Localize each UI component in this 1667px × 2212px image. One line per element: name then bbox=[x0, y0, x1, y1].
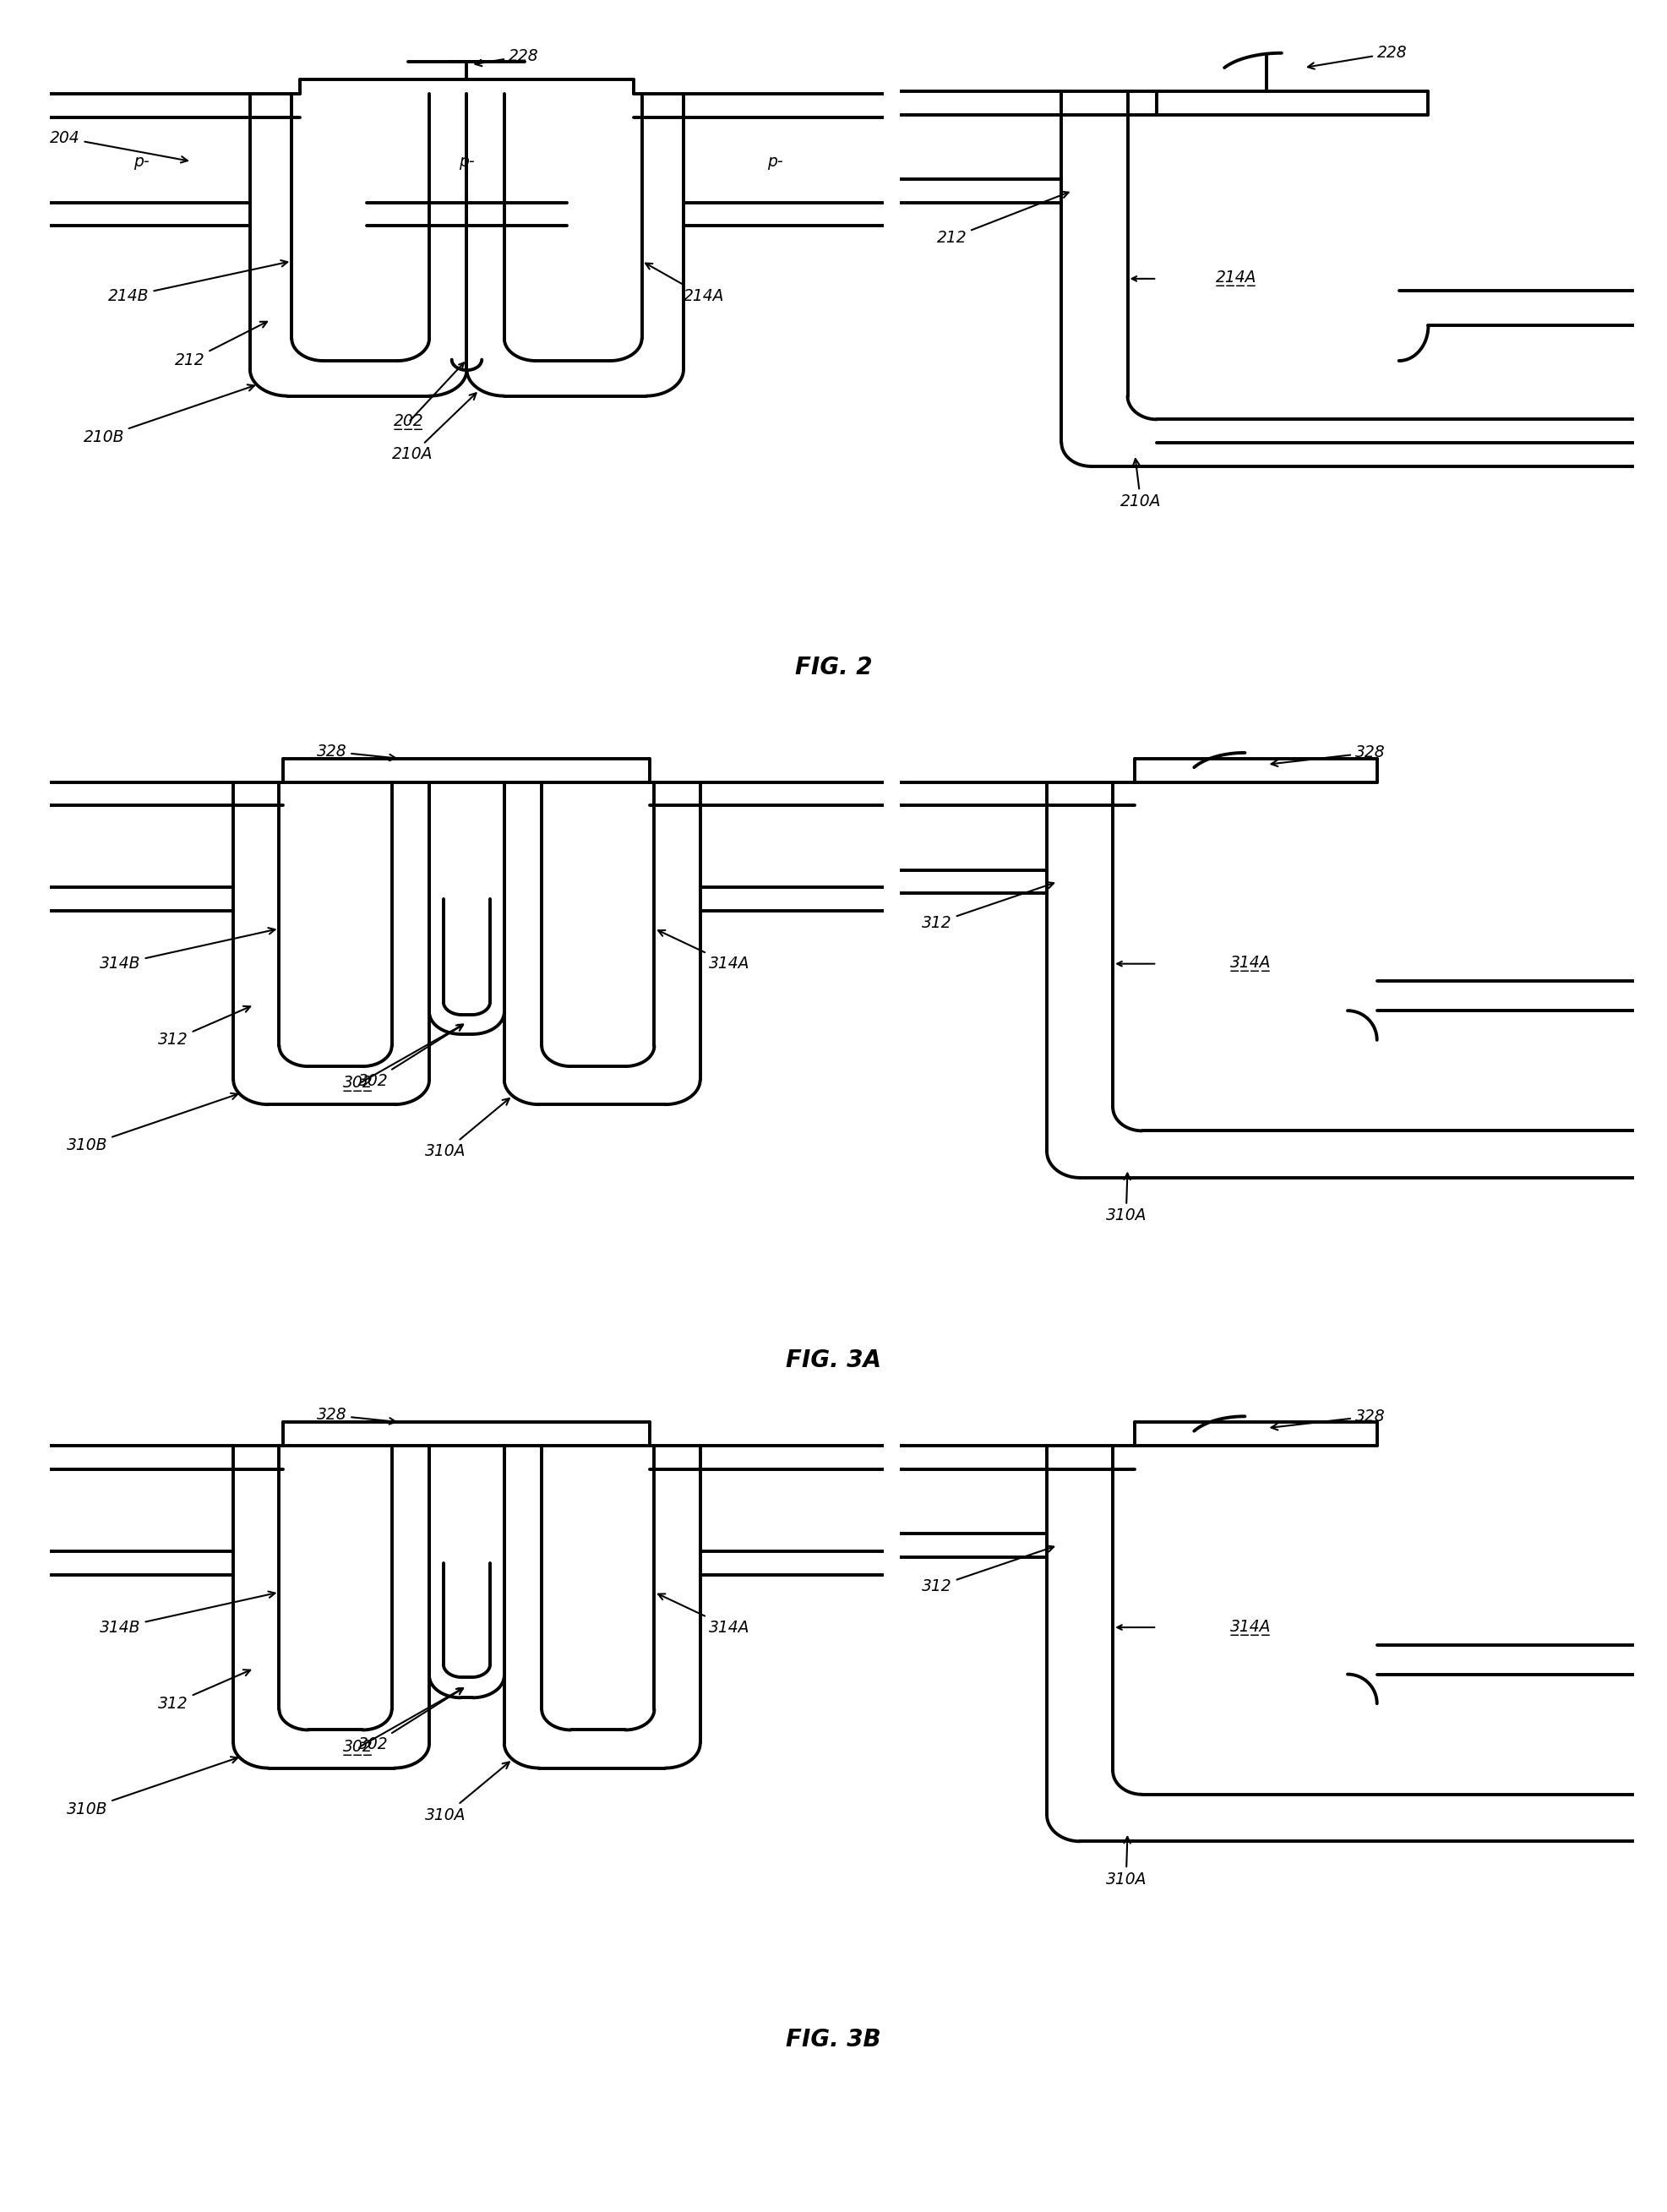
Text: 312: 312 bbox=[158, 1006, 250, 1048]
Text: FIG. 3B: FIG. 3B bbox=[785, 2028, 882, 2051]
Text: 312: 312 bbox=[158, 1670, 250, 1712]
Text: 228: 228 bbox=[1309, 44, 1407, 69]
Text: 3̲1̲4̲A̲: 3̲1̲4̲A̲ bbox=[1230, 956, 1272, 971]
Text: 310B: 310B bbox=[67, 1093, 238, 1152]
Text: 210A: 210A bbox=[392, 394, 477, 462]
Text: 204: 204 bbox=[50, 131, 187, 164]
Text: 210A: 210A bbox=[1120, 458, 1162, 509]
Text: 302: 302 bbox=[358, 1024, 463, 1088]
Text: 310A: 310A bbox=[1105, 1172, 1147, 1223]
Text: 228: 228 bbox=[475, 49, 538, 66]
Text: 312: 312 bbox=[922, 1546, 1054, 1595]
Text: 2̲0̲2̲: 2̲0̲2̲ bbox=[393, 414, 423, 431]
Text: 328: 328 bbox=[317, 1407, 395, 1425]
Text: p-: p- bbox=[458, 153, 475, 170]
Text: 310A: 310A bbox=[425, 1763, 510, 1823]
Text: 210B: 210B bbox=[83, 385, 255, 445]
Text: 310A: 310A bbox=[425, 1099, 510, 1159]
Text: 3̲0̲2̲: 3̲0̲2̲ bbox=[343, 1739, 373, 1756]
Text: 314A: 314A bbox=[658, 931, 750, 971]
Text: 212: 212 bbox=[175, 321, 267, 369]
Text: FIG. 2: FIG. 2 bbox=[795, 657, 872, 679]
Text: 214B: 214B bbox=[108, 261, 287, 305]
Text: 328: 328 bbox=[317, 743, 395, 761]
Text: 310A: 310A bbox=[1105, 1836, 1147, 1887]
Text: FIG. 3A: FIG. 3A bbox=[785, 1349, 882, 1371]
Text: 314B: 314B bbox=[100, 927, 275, 971]
Text: 312: 312 bbox=[922, 883, 1054, 931]
Text: 3̲0̲2̲: 3̲0̲2̲ bbox=[343, 1075, 373, 1093]
Text: 2̲1̲4̲A̲: 2̲1̲4̲A̲ bbox=[1215, 270, 1257, 288]
Text: 328: 328 bbox=[1272, 1409, 1385, 1429]
Text: 314B: 314B bbox=[100, 1590, 275, 1635]
Text: 3̲1̲4̲A̲: 3̲1̲4̲A̲ bbox=[1230, 1619, 1272, 1635]
Text: 212: 212 bbox=[937, 192, 1069, 246]
Text: p-: p- bbox=[767, 153, 783, 170]
Text: 314A: 314A bbox=[658, 1595, 750, 1635]
Text: 328: 328 bbox=[1272, 745, 1385, 765]
Text: p-: p- bbox=[133, 153, 150, 170]
Text: 214A: 214A bbox=[645, 263, 725, 305]
Text: 310B: 310B bbox=[67, 1756, 238, 1816]
Text: 302: 302 bbox=[358, 1688, 463, 1752]
